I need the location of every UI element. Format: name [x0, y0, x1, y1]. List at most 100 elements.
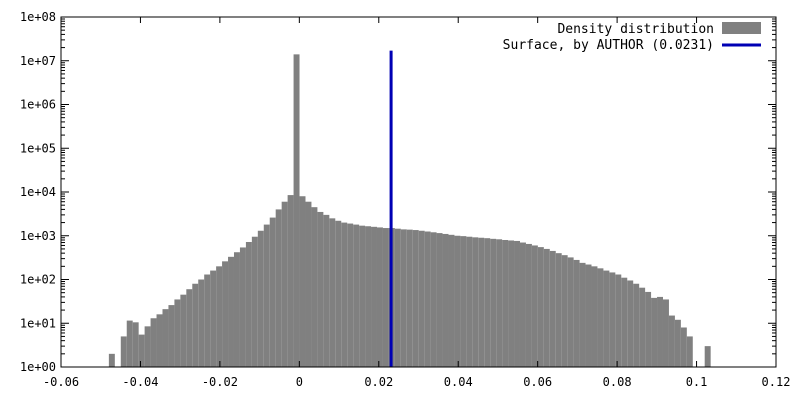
y-tick-label: 1e+06 — [20, 98, 56, 112]
histogram-bar — [603, 270, 610, 367]
x-tick-label: 0.1 — [686, 375, 708, 389]
histogram-bar — [353, 224, 360, 367]
x-tick-label: -0.02 — [202, 375, 238, 389]
histogram-bar — [406, 229, 413, 367]
histogram-bar — [317, 211, 324, 367]
x-tick-label: 0.12 — [762, 375, 791, 389]
y-tick-label: 1e+00 — [20, 360, 56, 374]
histogram-bar — [263, 224, 270, 367]
histogram-bar — [192, 283, 199, 367]
histogram-bar — [508, 240, 515, 367]
histogram-bar — [585, 264, 592, 367]
y-tick-label: 1e+04 — [20, 185, 56, 199]
histogram-bar — [162, 309, 169, 367]
histogram-bar — [275, 209, 282, 367]
histogram-bar — [472, 237, 479, 367]
histogram-bar — [120, 336, 127, 367]
histogram-bar — [150, 318, 157, 367]
histogram-bar — [424, 231, 431, 367]
histogram-bar — [168, 305, 175, 367]
histogram-bar — [704, 346, 711, 367]
histogram-bar — [174, 299, 181, 367]
histogram-bar — [561, 255, 568, 367]
histogram-bar — [442, 233, 449, 367]
histogram-bar — [233, 252, 240, 367]
x-tick-label: 0.08 — [603, 375, 632, 389]
histogram-bar — [627, 280, 634, 367]
histogram-bar — [668, 315, 675, 367]
histogram-bar — [633, 283, 640, 367]
histogram-bar — [257, 230, 264, 367]
histogram-bar — [639, 287, 646, 367]
y-tick-label: 1e+07 — [20, 54, 56, 68]
y-tick-label: 1e+02 — [20, 273, 56, 287]
histogram-bar — [245, 241, 252, 367]
histogram-bar — [686, 336, 693, 367]
legend-swatch-density — [722, 22, 761, 34]
x-tick-label: 0 — [296, 375, 303, 389]
histogram-bar — [436, 233, 443, 367]
histogram-bar — [180, 294, 187, 367]
histogram-bar — [579, 262, 586, 367]
y-tick-label: 1e+05 — [20, 141, 56, 155]
histogram-bar — [293, 54, 300, 368]
histogram-bar — [287, 195, 294, 367]
histogram-bar — [496, 239, 503, 367]
histogram-bar — [204, 274, 211, 367]
histogram-bar — [305, 201, 312, 367]
y-tick-label: 1e+01 — [20, 316, 56, 330]
histogram-bar — [210, 270, 217, 367]
histogram-bar — [645, 291, 652, 367]
histogram-bar — [359, 225, 366, 367]
histogram-bar — [555, 253, 562, 367]
histogram-bar — [156, 314, 163, 367]
histogram-bar — [269, 217, 276, 367]
histogram-bar — [329, 218, 336, 367]
histogram-bar — [376, 227, 383, 367]
x-axis: -0.06 -0.04 -0.02 0 0.02 0.04 0.06 0.08 0.1 0.12 — [43, 17, 791, 389]
y-tick-label: 1e+08 — [20, 10, 56, 24]
histogram-bar — [412, 230, 419, 367]
histogram-bar — [186, 289, 193, 367]
legend-label-surface: Surface, by AUTHOR (0.0231) — [503, 38, 714, 53]
histogram-bar — [502, 239, 509, 367]
histogram-bar — [543, 248, 550, 367]
histogram-bar — [621, 277, 628, 367]
histogram-bar — [573, 259, 580, 367]
histogram-bar — [299, 196, 306, 367]
histogram-bar — [251, 236, 258, 367]
histogram-bar — [514, 240, 520, 367]
y-axis: 1e+00 1e+01 1e+02 1e+03 1e+04 1e+05 1e+06 1e+07… — [20, 10, 776, 374]
histogram-bar — [567, 257, 574, 367]
histogram-bar — [281, 201, 288, 367]
x-tick-label: -0.04 — [122, 375, 158, 389]
histogram-bar — [108, 353, 115, 367]
histogram-bar — [311, 207, 318, 367]
histogram-bar — [430, 232, 437, 367]
histogram-bar — [222, 261, 229, 367]
histogram-bar — [484, 238, 491, 367]
histogram-bars — [108, 54, 711, 368]
histogram-bar — [198, 279, 205, 367]
legend-label-density: Density distribution — [557, 22, 714, 37]
histogram-bar — [537, 247, 544, 367]
histogram-bar — [448, 234, 455, 367]
x-tick-label: 0.06 — [523, 375, 552, 389]
histogram-bar — [615, 274, 622, 367]
histogram-bar — [662, 299, 669, 367]
histogram-bar — [549, 250, 556, 367]
histogram-bar — [597, 268, 604, 367]
histogram-bar — [680, 327, 687, 367]
x-tick-label: -0.06 — [43, 375, 79, 389]
histogram-bar — [657, 296, 663, 367]
histogram-bar — [394, 228, 401, 367]
histogram-bar — [216, 266, 223, 367]
histogram-bar — [519, 242, 526, 367]
histogram-bar — [591, 266, 598, 367]
histogram-bar — [365, 226, 372, 367]
histogram-bar — [454, 235, 461, 367]
histogram-bar — [490, 238, 497, 367]
histogram-bar — [371, 226, 377, 367]
histogram-bar — [400, 229, 407, 367]
